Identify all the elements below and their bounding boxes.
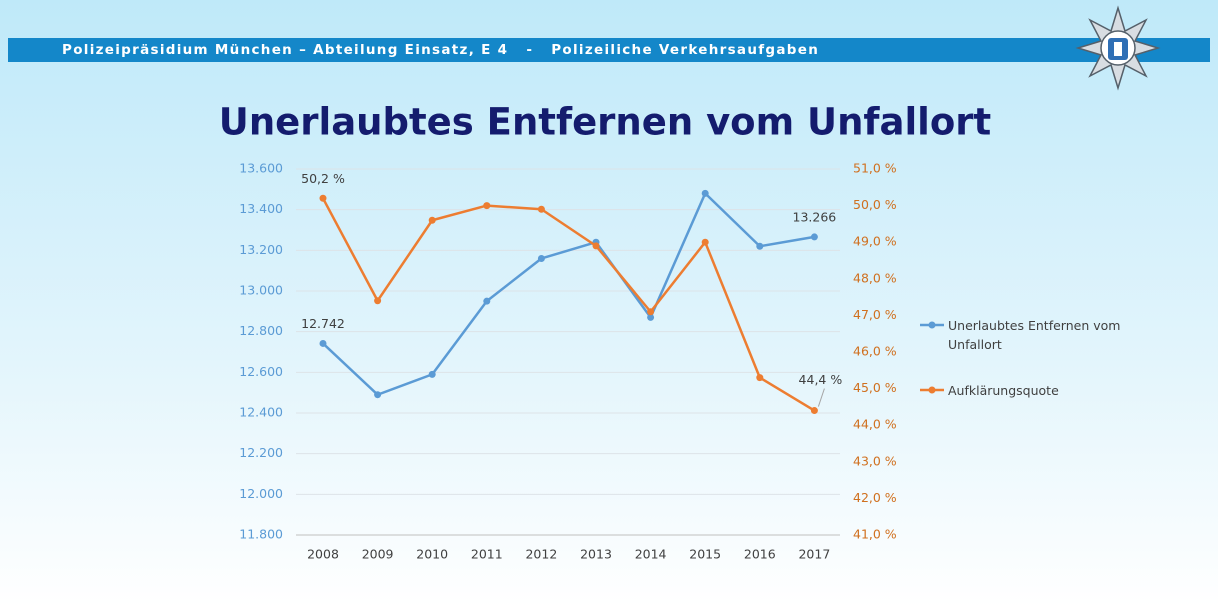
legend-label: Unerlaubtes Entfernen vom Unfallort xyxy=(948,318,1121,352)
y-tick-label: 12.600 xyxy=(239,364,283,379)
data-point xyxy=(592,242,600,250)
x-tick-label: 2013 xyxy=(580,547,612,562)
data-point xyxy=(647,308,655,316)
data-point xyxy=(428,370,436,378)
y-tick-label: 12.000 xyxy=(239,486,283,501)
data-point xyxy=(537,254,545,262)
legend-marker xyxy=(928,321,936,329)
data-point xyxy=(647,313,655,321)
data-label: 13.266 xyxy=(793,209,837,224)
x-tick-label: 2014 xyxy=(635,547,667,562)
series-line xyxy=(322,192,815,396)
x-tick-label: 2011 xyxy=(471,547,503,562)
y2-tick-label: 45,0 % xyxy=(853,380,897,395)
y-tick-label: 13.600 xyxy=(239,161,283,176)
y-tick-label: 13.000 xyxy=(239,283,283,298)
y2-tick-label: 44,0 % xyxy=(853,417,897,432)
y2-tick-label: 46,0 % xyxy=(853,344,897,359)
y2-tick-label: 42,0 % xyxy=(853,490,897,505)
chart-title: Unerlaubtes Entfernen vom Unfallort xyxy=(219,101,991,144)
x-tick-label: 2017 xyxy=(798,547,830,562)
header-text: Polizeipräsidium München – Abteilung Ein… xyxy=(62,42,819,58)
data-point xyxy=(701,189,709,197)
emblem xyxy=(1075,5,1161,91)
data-label: 12.742 xyxy=(301,316,345,331)
data-point xyxy=(537,205,545,213)
x-tick-label: 2012 xyxy=(525,547,557,562)
x-tick-label: 2015 xyxy=(689,547,721,562)
data-label: 44,4 % xyxy=(799,372,843,387)
y-tick-label: 11.800 xyxy=(239,527,283,542)
x-tick-label: 2008 xyxy=(307,547,339,562)
data-point xyxy=(483,297,491,305)
y2-tick-label: 47,0 % xyxy=(853,307,897,322)
data-point xyxy=(810,233,818,241)
data-point xyxy=(756,374,764,382)
y-tick-label: 13.200 xyxy=(239,242,283,257)
y2-tick-label: 41,0 % xyxy=(853,527,897,542)
y2-tick-label: 51,0 % xyxy=(853,161,897,176)
x-tick-label: 2016 xyxy=(744,547,776,562)
y2-tick-label: 43,0 % xyxy=(853,453,897,468)
x-tick-label: 2009 xyxy=(362,547,394,562)
data-label: 50,2 % xyxy=(301,171,345,186)
data-point xyxy=(483,202,491,210)
y-tick-label: 12.400 xyxy=(239,405,283,420)
series-line xyxy=(321,197,816,412)
y-tick-label: 13.400 xyxy=(239,201,283,216)
data-point xyxy=(756,242,764,250)
legend-label: Aufklärungsquote xyxy=(948,383,1059,398)
data-point xyxy=(319,339,327,347)
data-point xyxy=(319,194,327,202)
x-tick-label: 2010 xyxy=(416,547,448,562)
data-point xyxy=(701,238,709,246)
data-point xyxy=(428,216,436,224)
y2-tick-label: 48,0 % xyxy=(853,270,897,285)
y-tick-label: 12.800 xyxy=(239,323,283,338)
header-bar xyxy=(8,38,1210,62)
y2-tick-label: 49,0 % xyxy=(853,234,897,249)
leader-line xyxy=(817,388,825,407)
data-point xyxy=(810,407,818,415)
legend-marker xyxy=(928,386,936,394)
y-tick-label: 12.200 xyxy=(239,445,283,460)
data-point xyxy=(374,297,382,305)
data-point xyxy=(374,391,382,399)
y2-tick-label: 50,0 % xyxy=(853,197,897,212)
